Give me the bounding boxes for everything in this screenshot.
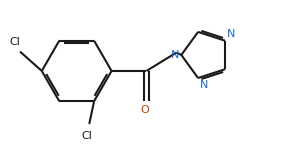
Text: Cl: Cl xyxy=(81,131,92,141)
Text: Cl: Cl xyxy=(10,37,21,47)
Text: N: N xyxy=(227,29,236,39)
Text: O: O xyxy=(140,105,149,115)
Text: N: N xyxy=(200,80,208,90)
Text: N: N xyxy=(171,50,179,60)
